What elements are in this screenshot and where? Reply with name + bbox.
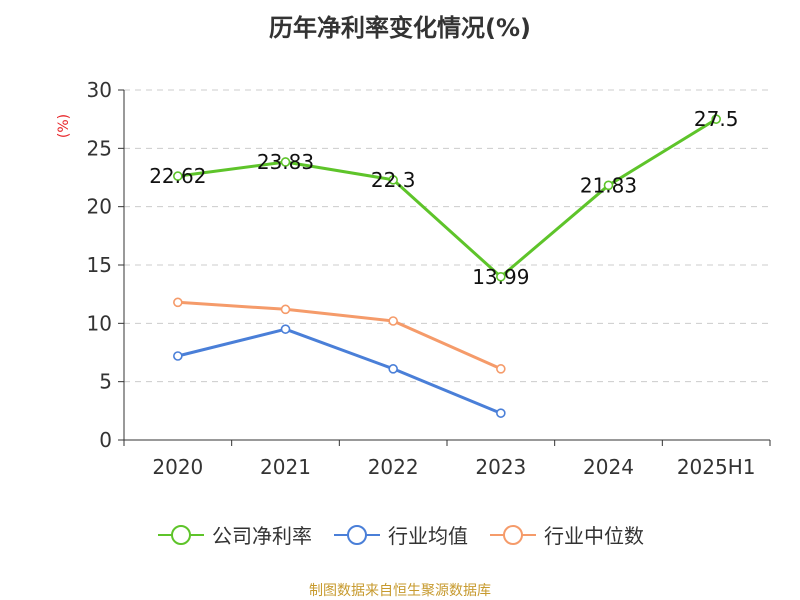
x-tick-label: 2025H1 bbox=[677, 455, 756, 479]
y-tick-label: 30 bbox=[87, 78, 112, 102]
legend-swatch-marker bbox=[171, 524, 191, 545]
data-point bbox=[388, 316, 398, 326]
y-tick-label: 5 bbox=[99, 370, 112, 394]
data-point bbox=[496, 364, 506, 374]
series-line bbox=[177, 327, 502, 415]
data-labels: 22.62 23.83 22.3 13.99 21.83 27.5 bbox=[149, 107, 738, 289]
legend-item[interactable]: 行业中位数 bbox=[488, 520, 644, 549]
x-tick-label: 2024 bbox=[583, 455, 634, 479]
legend-swatch-marker bbox=[347, 524, 367, 545]
chart-title: 历年净利率变化情况(%) bbox=[269, 14, 531, 42]
data-point bbox=[496, 408, 506, 418]
data-point bbox=[603, 180, 614, 191]
y-unit-label: (%) bbox=[56, 114, 72, 138]
legend-item[interactable]: 行业均值 bbox=[332, 520, 468, 549]
data-label: 22.3 bbox=[371, 168, 416, 192]
series-line bbox=[177, 300, 502, 371]
legend-swatch-icon bbox=[334, 524, 380, 545]
legend: 公司净利率 行业均值 行业中位数 bbox=[0, 520, 800, 549]
y-tick-label: 25 bbox=[87, 136, 112, 160]
data-point bbox=[280, 157, 291, 167]
x-tick-label: 2020 bbox=[152, 455, 203, 479]
legend-label: 行业均值 bbox=[388, 524, 468, 548]
legend-label: 公司净利率 bbox=[212, 524, 312, 548]
legend-item[interactable]: 公司净利率 bbox=[156, 520, 312, 549]
data-label: 21.83 bbox=[580, 173, 637, 197]
data-point bbox=[711, 114, 721, 124]
x-tick-label: 2022 bbox=[368, 455, 419, 479]
legend-swatch-icon bbox=[158, 524, 204, 545]
data-point bbox=[173, 351, 183, 361]
legend-swatch-marker bbox=[503, 524, 523, 545]
tick-labels: 0 5 10 15 20 25 30 2020 2021 2022 2023 2024 2025H1 bbox=[87, 78, 756, 479]
data-label: 23.83 bbox=[257, 150, 314, 174]
series-lines bbox=[177, 117, 717, 415]
data-point bbox=[173, 297, 183, 308]
y-tick-label: 15 bbox=[87, 253, 112, 277]
data-point bbox=[280, 304, 291, 315]
series-line bbox=[177, 117, 717, 279]
grid-lines bbox=[124, 89, 770, 383]
data-label: 27.5 bbox=[694, 107, 739, 131]
x-tick-label: 2023 bbox=[475, 455, 526, 479]
legend-label: 行业中位数 bbox=[544, 524, 644, 548]
y-tick-label: 0 bbox=[99, 428, 112, 452]
axes bbox=[118, 89, 771, 446]
data-point bbox=[388, 364, 398, 374]
y-tick-label: 20 bbox=[87, 195, 112, 219]
data-point bbox=[496, 271, 506, 282]
data-point bbox=[388, 175, 398, 185]
data-label: 13.99 bbox=[472, 265, 529, 289]
data-points bbox=[173, 114, 721, 418]
x-tick-label: 2021 bbox=[260, 455, 311, 479]
y-tick-label: 10 bbox=[87, 311, 112, 335]
legend-swatch-icon bbox=[490, 524, 536, 545]
data-label: 22.62 bbox=[149, 164, 206, 188]
source-note: 制图数据来自恒生聚源数据库 bbox=[309, 583, 491, 599]
data-point bbox=[280, 324, 291, 334]
data-point bbox=[173, 171, 183, 181]
